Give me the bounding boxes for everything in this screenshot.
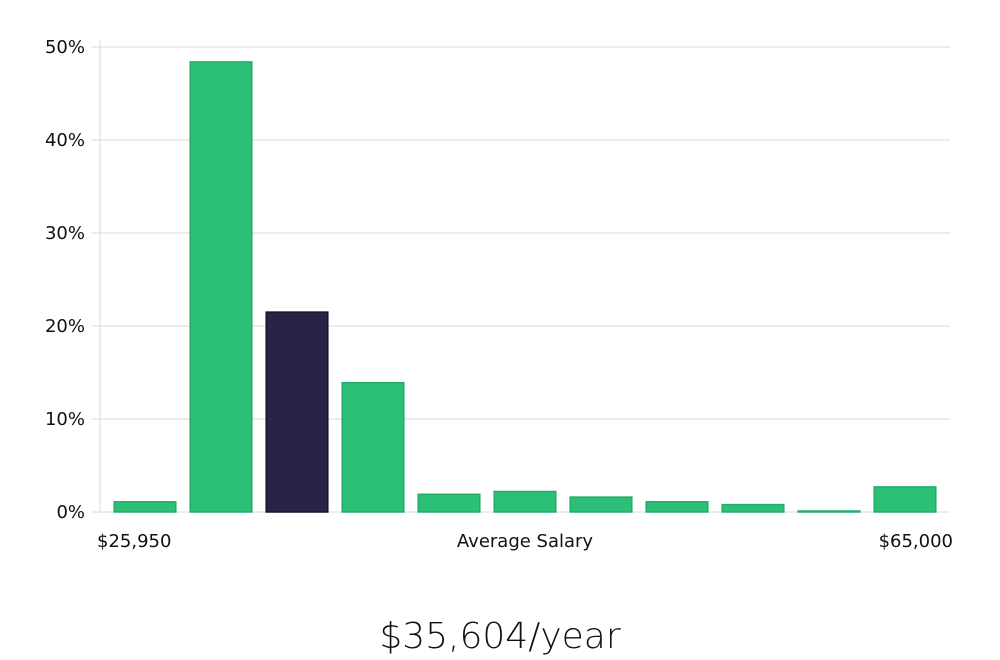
- bar-1: [189, 61, 253, 513]
- bar-4: [417, 493, 481, 513]
- bar-10: [873, 486, 937, 513]
- bar-0: [113, 501, 177, 513]
- bars: [113, 61, 937, 513]
- x-axis-title: Average Salary: [457, 531, 594, 552]
- y-tick-label-0: 0%: [56, 502, 85, 523]
- y-tick-label-5: 50%: [45, 37, 85, 58]
- y-tick-label-1: 10%: [45, 409, 85, 430]
- bar-9: [797, 510, 861, 513]
- y-tick-label-2: 20%: [45, 316, 85, 337]
- y-tick-label-3: 30%: [45, 223, 85, 244]
- bar-highlighted: [265, 311, 329, 513]
- bar-8: [721, 503, 785, 513]
- y-tick-labels: 0% 10% 20% 30% 40% 50%: [45, 37, 85, 523]
- average-salary-value: $35,604/year: [379, 616, 621, 657]
- bar-5: [493, 490, 557, 513]
- y-tick-label-4: 40%: [45, 130, 85, 151]
- bar-7: [645, 501, 709, 513]
- x-min-label: $25,950: [97, 531, 171, 552]
- bar-3: [341, 381, 405, 513]
- x-max-label: $65,000: [879, 531, 953, 552]
- bar-6: [569, 496, 633, 513]
